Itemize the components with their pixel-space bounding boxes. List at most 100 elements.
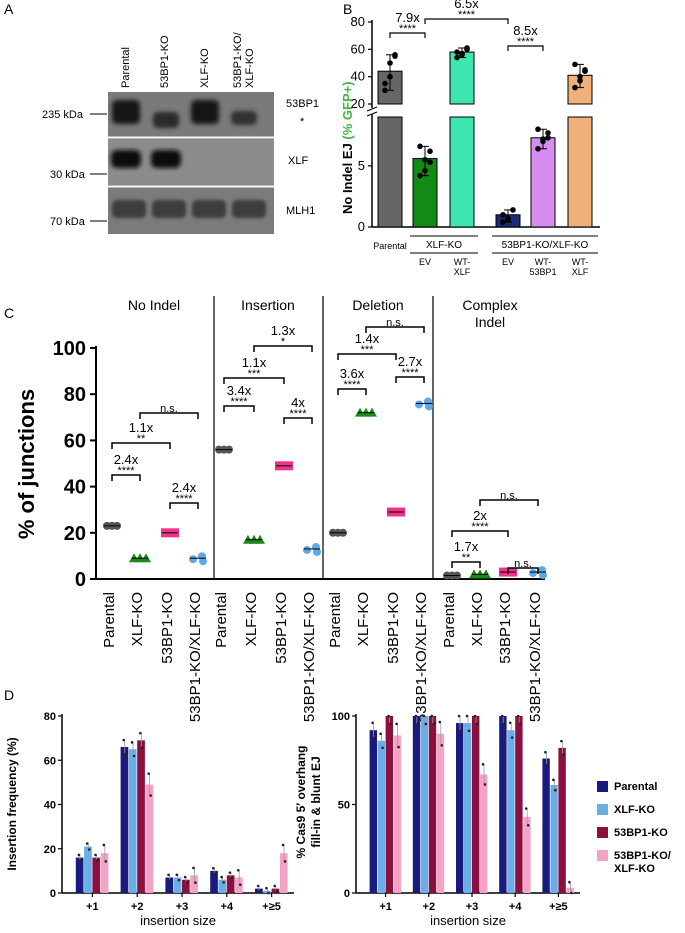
data-point <box>535 145 541 152</box>
data-point <box>373 736 376 739</box>
data-point <box>185 881 189 884</box>
data-point <box>283 860 287 863</box>
group-label: XLF-KO <box>426 240 462 251</box>
data-point <box>371 721 374 725</box>
group-label: 53BP1-KO/XLF-KO <box>502 240 589 251</box>
blot-band <box>192 200 226 218</box>
data-point <box>167 873 170 877</box>
blot-lane-label: XLF-KO <box>244 48 256 88</box>
bar <box>449 51 475 105</box>
data-point <box>454 49 460 55</box>
data-point <box>415 400 423 409</box>
y-axis-label: Insertion frequency (%) <box>5 737 19 870</box>
data-point <box>256 884 260 888</box>
blot-band <box>112 100 140 124</box>
blot-band <box>112 200 146 218</box>
data-point <box>430 714 434 718</box>
sig-bracket <box>451 530 509 537</box>
x-tick-label: +2 <box>423 901 436 913</box>
data-point <box>96 858 99 862</box>
bar <box>92 857 101 893</box>
data-point <box>414 714 418 718</box>
data-point <box>500 219 506 225</box>
panel-label-c: C <box>4 305 14 321</box>
section-title: Deletion <box>352 297 403 313</box>
marker-235: 235 kDa <box>42 109 84 121</box>
data-point <box>189 555 197 564</box>
tick-label: 100 <box>53 338 86 360</box>
sig-label: * <box>281 336 286 348</box>
bar <box>75 857 84 893</box>
sig-bracket <box>424 18 509 24</box>
bar <box>558 747 566 893</box>
data-point <box>141 746 144 749</box>
band-label-star: * <box>300 116 305 128</box>
sig-label: n.s. <box>160 403 178 415</box>
x-tick-label: +3 <box>176 901 189 913</box>
data-point <box>502 722 506 726</box>
x-tick-label: +≥5 <box>262 901 281 913</box>
bar <box>137 740 145 893</box>
data-point <box>236 868 240 872</box>
fold-label: 7.9x <box>395 10 420 25</box>
bar <box>377 740 385 893</box>
blot-band <box>152 200 186 218</box>
data-point <box>524 807 528 810</box>
y-axis-label: fill-in & blunt EJ <box>309 756 323 847</box>
bar <box>145 784 154 893</box>
bar <box>567 116 593 228</box>
sig-label: **** <box>401 367 419 379</box>
blot-band <box>191 100 219 124</box>
y-axis-label: % of junctions <box>14 389 39 539</box>
fold-label: 6.5x <box>454 0 479 11</box>
y-axis-label: % Cas9 5′ overhang <box>294 746 308 859</box>
sig-label: n.s. <box>500 490 518 502</box>
tick-label: 20 <box>64 523 86 545</box>
sig-bracket <box>223 377 285 384</box>
sig-label: **** <box>458 9 476 21</box>
panel-label-d: D <box>4 687 14 703</box>
sig-bracket <box>507 45 544 51</box>
bar <box>420 716 429 893</box>
x-sub-label: EV <box>502 257 514 267</box>
x-tick-label: +4 <box>221 901 234 913</box>
blot-band <box>232 200 266 218</box>
data-point <box>387 714 390 718</box>
tick-label: 0 <box>358 219 365 234</box>
data-point <box>220 875 223 879</box>
blot-band <box>151 150 181 168</box>
bar <box>100 853 109 893</box>
band-label-mlh1: MLH1 <box>286 205 315 217</box>
fold-label: 8.5x <box>513 23 538 38</box>
data-point <box>194 881 197 884</box>
data-point <box>526 823 530 827</box>
data-point <box>554 788 557 792</box>
axis-break <box>366 111 378 117</box>
data-point <box>85 842 89 845</box>
data-point <box>267 891 270 895</box>
data-point <box>424 722 428 726</box>
fold-label: 1.7x <box>454 539 479 554</box>
data-point <box>258 889 262 893</box>
data-point <box>183 875 187 879</box>
data-point <box>387 60 393 66</box>
data-point <box>510 736 514 739</box>
chart-c: 0 20 40 60 80 100 % of junctions No Indel Parent… <box>14 296 547 722</box>
data-point <box>395 722 398 726</box>
legend-swatch <box>597 804 608 815</box>
data-point <box>465 714 469 718</box>
data-point <box>459 729 463 733</box>
bar <box>226 875 235 893</box>
x-label: Parental <box>441 592 458 648</box>
data-point <box>77 853 81 857</box>
data-point <box>139 731 142 735</box>
tick-label: 60 <box>44 755 56 767</box>
tick-label: 5 <box>358 158 365 173</box>
data-point <box>545 130 551 136</box>
data-point <box>422 714 426 718</box>
sig-label: **** <box>399 23 417 35</box>
data-point <box>425 402 433 411</box>
tick-label: 60 <box>351 41 365 56</box>
bar <box>173 877 182 893</box>
bar <box>412 716 421 893</box>
